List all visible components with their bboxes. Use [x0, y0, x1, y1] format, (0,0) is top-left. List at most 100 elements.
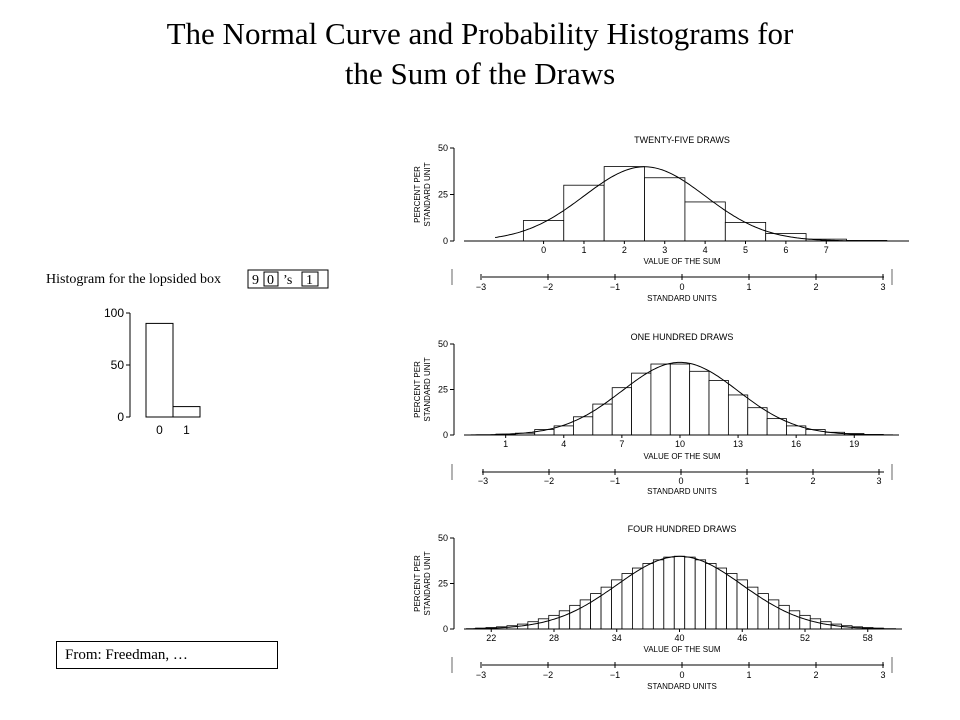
sum-tick-label: 4	[703, 245, 708, 255]
sum-tick-label: 10	[675, 439, 685, 449]
histogram-bar	[715, 567, 727, 630]
y-axis-label-line2: STANDARD UNIT	[423, 162, 432, 226]
histogram-bar	[642, 563, 654, 630]
histogram-bar	[592, 403, 613, 436]
histogram-bar	[724, 221, 767, 242]
sum-tick-label: 7	[619, 439, 624, 449]
panel-title: ONE HUNDRED DRAWS	[631, 332, 734, 342]
su-tick-label: −2	[544, 476, 554, 486]
y-axis-label-line1: PERCENT PER	[413, 555, 422, 612]
box-ticket-zero	[263, 271, 279, 287]
histogram-bar	[548, 614, 560, 630]
histogram-bar	[708, 379, 729, 436]
sum-tick-label: 1	[581, 245, 586, 255]
normal-curve	[466, 555, 896, 630]
sum-tick-label: 0	[541, 245, 546, 255]
y-tick-label: 25	[438, 385, 448, 395]
x-axis-label: VALUE OF THE SUM	[643, 645, 720, 654]
x-axis-label: VALUE OF THE SUM	[643, 452, 720, 461]
su-tick-label: 3	[876, 476, 881, 486]
y-tick-label: 25	[438, 579, 448, 589]
su-tick-label: 1	[746, 282, 751, 292]
y-tick-label: 0	[443, 430, 448, 440]
y-axis-label-line1: PERCENT PER	[413, 361, 422, 418]
slide-title: The Normal Curve and Probability Histogr…	[0, 14, 960, 94]
lopsided-x-tick-label: 1	[183, 423, 190, 437]
box-plural-s: ’s	[283, 273, 292, 288]
histogram-bar	[694, 559, 707, 630]
y-axis-label-line2: STANDARD UNIT	[423, 357, 432, 421]
su-tick-label: 3	[880, 670, 885, 680]
histogram-bar	[563, 184, 605, 242]
histogram-bar	[799, 614, 811, 630]
source-credit: From: Freedman, …	[56, 641, 278, 669]
box-count-zeros: 9	[252, 273, 259, 288]
histogram-bar	[820, 621, 832, 630]
histogram-bar	[684, 201, 726, 242]
histogram-bar	[726, 573, 738, 630]
histogram-bar	[705, 563, 717, 630]
sum-tick-label: 3	[662, 245, 667, 255]
histogram-bar	[603, 166, 645, 242]
su-tick-label: 2	[813, 282, 818, 292]
histogram-bar	[579, 599, 591, 630]
histogram-bar	[766, 418, 787, 436]
su-tick-label: 0	[678, 476, 683, 486]
y-tick-label: 50	[438, 143, 448, 153]
lopsided-bar	[172, 406, 201, 418]
histogram-bar	[765, 233, 807, 242]
histogram-bar	[809, 618, 822, 630]
histogram-bar	[669, 363, 691, 436]
panel-title: TWENTY-FIVE DRAWS	[634, 135, 730, 145]
slide-title-line1: The Normal Curve and Probability Histogr…	[166, 16, 794, 51]
su-tick-label: −3	[478, 476, 488, 486]
sum-tick-label: 22	[486, 633, 496, 643]
sum-tick-label: 46	[737, 633, 747, 643]
histogram-bar	[673, 555, 686, 630]
sum-tick-label: 40	[674, 633, 684, 643]
histogram-bar	[650, 363, 671, 436]
standard-units-label: STANDARD UNITS	[647, 682, 717, 691]
su-tick-label: 3	[880, 282, 885, 292]
histogram-bar	[689, 370, 710, 436]
histogram-bar	[747, 586, 759, 630]
su-tick-label: 0	[679, 670, 684, 680]
sum-tick-label: 13	[733, 439, 743, 449]
box-outline	[247, 269, 329, 289]
sum-tick-label: 28	[549, 633, 559, 643]
histogram-bar	[573, 416, 594, 436]
histogram-bar	[611, 387, 632, 436]
y-axis-label-line1: PERCENT PER	[413, 166, 422, 223]
su-tick-label: −2	[543, 670, 553, 680]
y-tick-label: 25	[438, 190, 448, 200]
standard-units-label: STANDARD UNITS	[647, 294, 717, 303]
histogram-bar	[644, 177, 686, 242]
y-tick-label: 50	[438, 339, 448, 349]
su-tick-label: 0	[679, 282, 684, 292]
su-tick-label: 2	[810, 476, 815, 486]
su-tick-label: −3	[476, 670, 486, 680]
box-ticket-one-label: 1	[306, 273, 313, 288]
sum-tick-label: 52	[800, 633, 810, 643]
standard-units-label: STANDARD UNITS	[647, 487, 717, 496]
histogram-bar	[537, 618, 550, 630]
sum-tick-label: 2	[622, 245, 627, 255]
sum-tick-label: 5	[743, 245, 748, 255]
sum-tick-label: 19	[849, 439, 859, 449]
slide-title-line2: the Sum of the Draws	[344, 56, 616, 91]
y-tick-label: 0	[443, 236, 448, 246]
sum-tick-label: 6	[783, 245, 788, 255]
lopsided-bar	[145, 322, 174, 418]
y-axis-label-line2: STANDARD UNIT	[423, 551, 432, 615]
y-tick-label: 50	[438, 533, 448, 543]
box-ticket-zero-label: 0	[267, 273, 274, 288]
histogram-bar	[652, 559, 665, 630]
histogram-bar	[747, 407, 768, 436]
su-tick-label: 2	[813, 670, 818, 680]
panel-title: FOUR HUNDRED DRAWS	[628, 524, 737, 534]
histogram-bar	[663, 556, 675, 630]
lopsided-y-tick-label: 0	[117, 410, 124, 424]
su-tick-label: −1	[610, 476, 620, 486]
histogram-bar	[600, 586, 612, 630]
